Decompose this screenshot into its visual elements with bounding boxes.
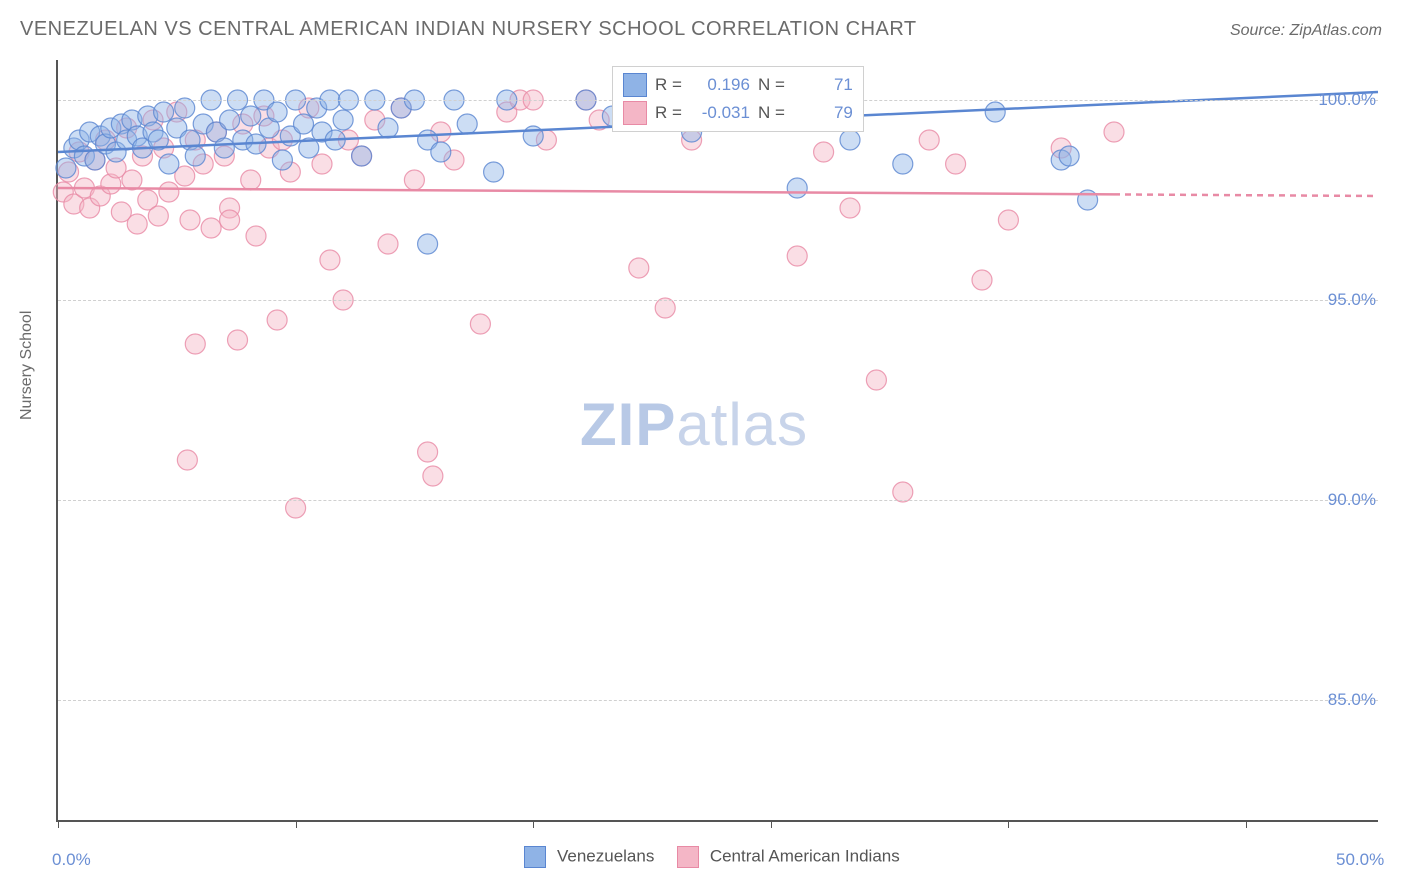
xtick-label: 0.0% xyxy=(52,850,91,870)
xtick-mark xyxy=(58,820,59,828)
data-point xyxy=(423,466,443,486)
data-point xyxy=(919,130,939,150)
data-point xyxy=(241,106,261,126)
data-point xyxy=(866,370,886,390)
data-point xyxy=(220,110,240,130)
data-point xyxy=(972,270,992,290)
data-point xyxy=(457,114,477,134)
data-point xyxy=(946,154,966,174)
data-point xyxy=(840,198,860,218)
plot-area xyxy=(56,60,1378,822)
data-point xyxy=(267,102,287,122)
xtick-mark xyxy=(533,820,534,828)
data-point xyxy=(148,206,168,226)
data-point xyxy=(241,170,261,190)
xtick-mark xyxy=(1246,820,1247,828)
data-point xyxy=(840,130,860,150)
n-value-central: 79 xyxy=(793,103,853,123)
regression-line-dashed xyxy=(1114,194,1378,196)
plot-svg xyxy=(58,60,1378,820)
data-point xyxy=(185,146,205,166)
ytick-label: 100.0% xyxy=(1318,90,1376,110)
gridline-h xyxy=(58,300,1378,301)
r-value-central: -0.031 xyxy=(690,103,750,123)
data-point xyxy=(352,146,372,166)
n-label: N = xyxy=(758,75,785,95)
data-point xyxy=(470,314,490,334)
data-point xyxy=(294,114,314,134)
data-point xyxy=(985,102,1005,122)
data-point xyxy=(228,330,248,350)
data-point xyxy=(159,154,179,174)
data-point xyxy=(431,142,451,162)
data-point xyxy=(1059,146,1079,166)
data-point xyxy=(272,150,292,170)
legend-label-venezuelans: Venezuelans xyxy=(557,846,654,865)
data-point xyxy=(56,158,76,178)
data-point xyxy=(159,182,179,202)
r-label: R = xyxy=(655,75,682,95)
data-point xyxy=(893,482,913,502)
chart-container: VENEZUELAN VS CENTRAL AMERICAN INDIAN NU… xyxy=(0,0,1406,892)
legend-label-central: Central American Indians xyxy=(710,846,900,865)
data-point xyxy=(312,154,332,174)
regression-line xyxy=(58,188,1114,194)
swatch-central xyxy=(623,101,647,125)
ytick-label: 85.0% xyxy=(1328,690,1376,710)
data-point xyxy=(180,210,200,230)
data-point xyxy=(333,110,353,130)
data-point xyxy=(220,210,240,230)
data-point xyxy=(814,142,834,162)
r-label: R = xyxy=(655,103,682,123)
data-point xyxy=(378,118,398,138)
data-point xyxy=(175,98,195,118)
data-point xyxy=(1104,122,1124,142)
data-point xyxy=(998,210,1018,230)
data-point xyxy=(787,246,807,266)
ytick-label: 95.0% xyxy=(1328,290,1376,310)
data-point xyxy=(246,226,266,246)
stats-row-venezuelans: R = 0.196 N = 71 xyxy=(623,71,853,99)
data-point xyxy=(286,498,306,518)
data-point xyxy=(177,450,197,470)
xtick-mark xyxy=(296,820,297,828)
source-attribution: Source: ZipAtlas.com xyxy=(1230,22,1382,40)
ytick-label: 90.0% xyxy=(1328,490,1376,510)
data-point xyxy=(378,234,398,254)
data-point xyxy=(404,170,424,190)
data-point xyxy=(201,218,221,238)
legend-swatch-central xyxy=(677,846,699,868)
data-point xyxy=(185,334,205,354)
data-point xyxy=(418,234,438,254)
gridline-h xyxy=(58,500,1378,501)
data-point xyxy=(214,138,234,158)
bottom-legend: Venezuelans Central American Indians xyxy=(0,846,1406,868)
xtick-mark xyxy=(771,820,772,828)
data-point xyxy=(154,102,174,122)
data-point xyxy=(122,170,142,190)
data-point xyxy=(893,154,913,174)
y-axis-label: Nursery School xyxy=(18,311,36,420)
stats-legend-box: R = 0.196 N = 71 R = -0.031 N = 79 xyxy=(612,66,864,132)
xtick-label: 50.0% xyxy=(1336,850,1384,870)
xtick-mark xyxy=(1008,820,1009,828)
stats-row-central: R = -0.031 N = 79 xyxy=(623,99,853,127)
data-point xyxy=(267,310,287,330)
data-point xyxy=(655,298,675,318)
gridline-h xyxy=(58,700,1378,701)
data-point xyxy=(787,178,807,198)
swatch-venezuelans xyxy=(623,73,647,97)
r-value-venezuelans: 0.196 xyxy=(690,75,750,95)
n-label: N = xyxy=(758,103,785,123)
chart-title: VENEZUELAN VS CENTRAL AMERICAN INDIAN NU… xyxy=(20,18,917,41)
data-point xyxy=(320,250,340,270)
data-point xyxy=(629,258,649,278)
data-point xyxy=(127,214,147,234)
data-point xyxy=(418,442,438,462)
n-value-venezuelans: 71 xyxy=(793,75,853,95)
legend-swatch-venezuelans xyxy=(524,846,546,868)
data-point xyxy=(484,162,504,182)
